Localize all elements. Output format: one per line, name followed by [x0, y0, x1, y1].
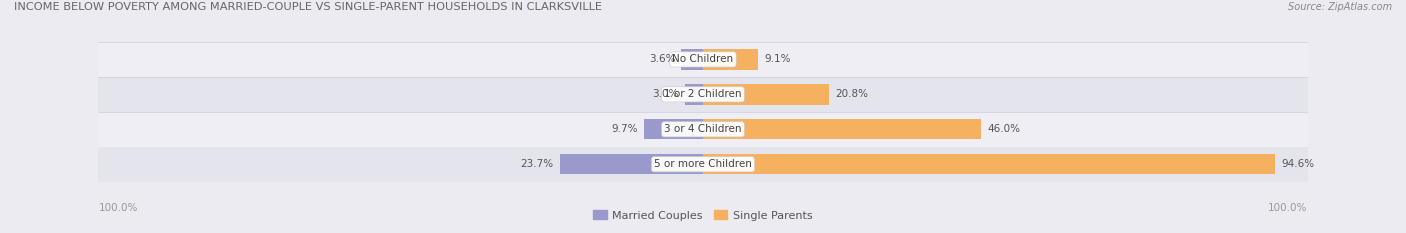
Bar	[560, 154, 703, 174]
Text: No Children: No Children	[672, 55, 734, 64]
Text: 9.7%: 9.7%	[612, 124, 638, 134]
Text: 46.0%: 46.0%	[987, 124, 1021, 134]
Text: 94.6%: 94.6%	[1281, 159, 1315, 169]
Text: 3.6%: 3.6%	[648, 55, 675, 64]
Bar	[703, 119, 981, 139]
Text: 1 or 2 Children: 1 or 2 Children	[664, 89, 742, 99]
Bar	[98, 112, 1308, 147]
Text: 3 or 4 Children: 3 or 4 Children	[664, 124, 742, 134]
Text: 100.0%: 100.0%	[1268, 203, 1308, 213]
Text: 20.8%: 20.8%	[835, 89, 868, 99]
Bar	[98, 147, 1308, 182]
Bar	[703, 154, 1275, 174]
Bar	[682, 49, 703, 69]
Bar	[98, 77, 1308, 112]
Text: Source: ZipAtlas.com: Source: ZipAtlas.com	[1288, 2, 1392, 12]
Text: 100.0%: 100.0%	[98, 203, 138, 213]
Bar	[703, 49, 758, 69]
Text: 23.7%: 23.7%	[520, 159, 554, 169]
Text: 5 or more Children: 5 or more Children	[654, 159, 752, 169]
Text: 9.1%: 9.1%	[763, 55, 790, 64]
Text: 3.0%: 3.0%	[652, 89, 679, 99]
Text: INCOME BELOW POVERTY AMONG MARRIED-COUPLE VS SINGLE-PARENT HOUSEHOLDS IN CLARKSV: INCOME BELOW POVERTY AMONG MARRIED-COUPL…	[14, 2, 602, 12]
Legend: Married Couples, Single Parents: Married Couples, Single Parents	[589, 206, 817, 225]
Bar	[685, 84, 703, 104]
Bar	[98, 42, 1308, 77]
Bar	[644, 119, 703, 139]
Bar	[703, 84, 828, 104]
